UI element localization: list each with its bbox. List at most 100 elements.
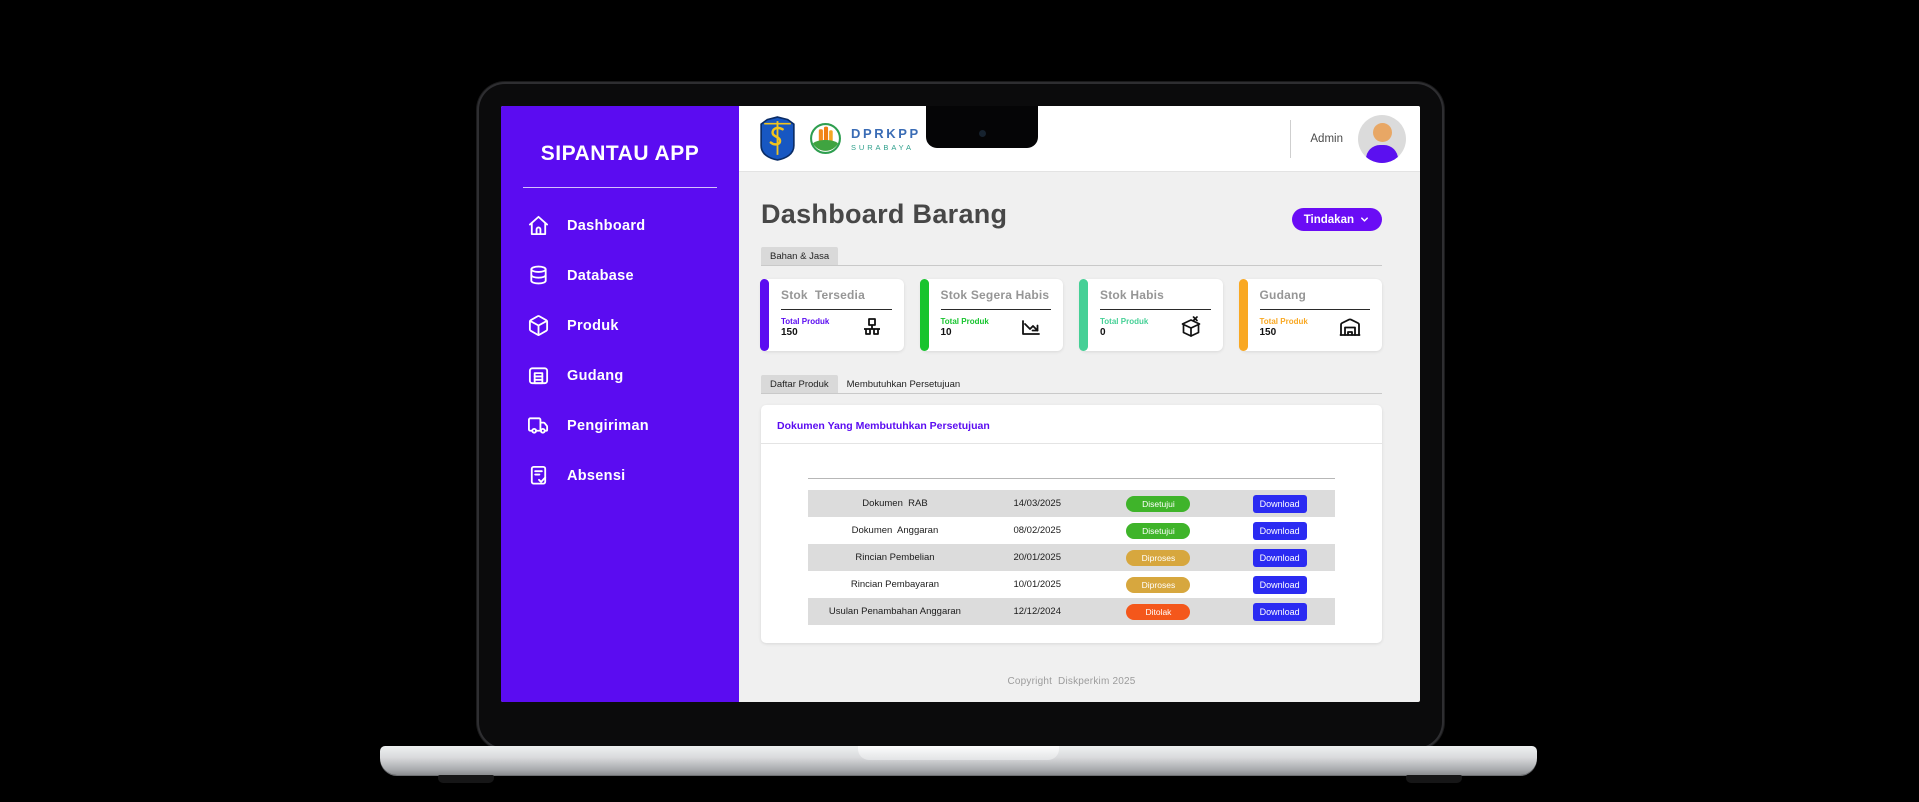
stat-card-title: Stok Segera Habis xyxy=(940,288,1050,302)
sidebar-item-label: Gudang xyxy=(567,367,624,384)
home-icon xyxy=(528,215,549,236)
sidebar-item-label: Produk xyxy=(567,317,619,334)
garage-icon xyxy=(528,367,549,385)
stat-cards: Stok Tersedia Total Produk 150 Stok Sege… xyxy=(760,279,1382,351)
sidebar-nav: Dashboard Database Produk Gudang Pengiri xyxy=(501,214,739,487)
sidebar-item-label: Pengiriman xyxy=(567,417,649,434)
card-accent-bar xyxy=(760,279,769,351)
package-x-icon xyxy=(1181,316,1200,337)
dprkpp-emblem-icon xyxy=(810,123,841,154)
avatar-body xyxy=(1366,144,1398,163)
surabaya-crest-icon xyxy=(760,116,795,161)
card-rule xyxy=(781,309,892,310)
card-accent-bar xyxy=(1238,279,1248,351)
metric-label: Total Produk xyxy=(1100,316,1149,326)
panel-title: Dokumen Yang Membutuhkan Persetujuan xyxy=(777,420,990,432)
table-header-line xyxy=(808,478,1335,479)
sidebar-item-absensi[interactable]: Absensi xyxy=(527,464,739,487)
sidebar-item-label: Database xyxy=(567,267,634,284)
status-badge: Ditolak xyxy=(1126,603,1191,620)
download-button[interactable]: Download xyxy=(1252,521,1307,540)
card-rule xyxy=(1259,309,1370,310)
dprkpp-wordmark: DPRKPP SURABAYA xyxy=(851,126,921,152)
tindakan-label: Tindakan xyxy=(1303,213,1354,226)
status-badge: Disetujui xyxy=(1126,495,1191,512)
download-button[interactable]: Download xyxy=(1252,548,1307,567)
table-row: Dokumen Anggaran 08/02/2025 Disetujui Do… xyxy=(808,517,1335,544)
avatar[interactable] xyxy=(1358,114,1406,163)
metric-value: 150 xyxy=(1259,326,1277,338)
document-name: Dokumen Anggaran xyxy=(851,525,939,536)
tab-bahan-jasa[interactable]: Bahan & Jasa xyxy=(761,247,839,265)
documents-table: Dokumen RAB 14/03/2025 Disetujui Downloa… xyxy=(808,478,1335,625)
stat-card-stok-segera-habis: Stok Segera Habis Total Produk 10 xyxy=(919,279,1063,351)
top-bar: DPRKPP SURABAYA Admin xyxy=(739,106,1420,172)
sidebar-item-produk[interactable]: Produk xyxy=(527,314,739,337)
laptop-foot xyxy=(438,775,494,783)
page-title: Dashboard Barang xyxy=(761,199,1008,229)
document-date: 08/02/2025 xyxy=(1013,525,1061,536)
logo-primary-text: DPRKPP xyxy=(851,125,921,141)
copyright-text: Copyright Diskperkim 2025 xyxy=(1007,676,1136,687)
laptop-screen: SIPANTAU APP Dashboard Database Produk xyxy=(501,106,1420,702)
metric-value: 10 xyxy=(940,326,952,338)
list-tabrow: Daftar Produk Membutuhkan Persetujuan xyxy=(761,375,1382,394)
database-icon xyxy=(530,265,547,285)
app-title: SIPANTAU APP xyxy=(540,142,700,165)
main-content: Dashboard Barang Tindakan Bahan & Jasa S… xyxy=(739,172,1420,702)
document-date: 10/01/2025 xyxy=(1013,579,1061,590)
file-check-icon xyxy=(530,465,547,485)
document-date: 14/03/2025 xyxy=(1013,498,1061,509)
stat-card-stok-tersedia: Stok Tersedia Total Produk 150 xyxy=(760,279,904,351)
header-divider xyxy=(1290,119,1292,158)
document-name: Rincian Pembayaran xyxy=(850,579,940,590)
package-icon xyxy=(528,315,549,336)
status-badge: Diproses xyxy=(1126,576,1191,593)
sidebar: SIPANTAU APP Dashboard Database Produk xyxy=(501,106,739,702)
chevron-down-icon xyxy=(1361,217,1368,222)
laptop-foot xyxy=(1406,775,1462,783)
stat-card-title: Stok Tersedia xyxy=(781,288,865,302)
tab-daftar-produk[interactable]: Daftar Produk xyxy=(761,375,838,393)
status-badge: Diproses xyxy=(1126,549,1191,566)
document-name: Rincian Pembelian xyxy=(855,552,935,563)
documents-panel: Dokumen Yang Membutuhkan Persetujuan Dok… xyxy=(761,405,1382,643)
panel-divider xyxy=(761,443,1382,444)
document-date: 12/12/2024 xyxy=(1013,606,1061,617)
stat-card-title: Gudang xyxy=(1259,288,1307,302)
stat-card-stok-habis: Stok Habis Total Produk 0 xyxy=(1079,279,1223,351)
status-badge: Disetujui xyxy=(1126,522,1191,539)
category-tabrow: Bahan & Jasa xyxy=(761,247,1382,266)
card-accent-bar xyxy=(1079,279,1088,351)
download-button[interactable]: Download xyxy=(1252,602,1307,621)
sidebar-item-label: Dashboard xyxy=(567,217,646,234)
admin-label: Admin xyxy=(1310,132,1343,145)
document-name: Dokumen RAB xyxy=(862,498,928,509)
download-button[interactable]: Download xyxy=(1252,575,1307,594)
avatar-head xyxy=(1372,122,1392,142)
stat-card-gudang: Gudang Total Produk 150 xyxy=(1238,279,1382,351)
document-date: 20/01/2025 xyxy=(1013,552,1061,563)
sidebar-item-gudang[interactable]: Gudang xyxy=(527,364,739,387)
sidebar-item-label: Absensi xyxy=(567,467,626,484)
download-button[interactable]: Download xyxy=(1252,494,1307,513)
tab-membutuhkan-persetujuan[interactable]: Membutuhkan Persetujuan xyxy=(846,379,961,390)
card-accent-bar xyxy=(919,279,929,351)
card-rule xyxy=(1100,309,1211,310)
metric-value: 150 xyxy=(781,326,798,338)
sidebar-item-database[interactable]: Database xyxy=(527,264,739,287)
table-row: Dokumen RAB 14/03/2025 Disetujui Downloa… xyxy=(808,490,1335,517)
laptop-frame: SIPANTAU APP Dashboard Database Produk xyxy=(479,84,1442,748)
topbar-right: Admin xyxy=(1290,114,1406,163)
metric-label: Total Produk xyxy=(781,316,830,326)
sidebar-item-pengiriman[interactable]: Pengiriman xyxy=(527,414,739,437)
tindakan-button[interactable]: Tindakan xyxy=(1291,208,1382,231)
sidebar-item-dashboard[interactable]: Dashboard xyxy=(527,214,739,237)
laptop-lid-notch xyxy=(858,746,1059,760)
laptop-base xyxy=(380,746,1537,783)
metric-label: Total Produk xyxy=(940,316,989,326)
sidebar-divider xyxy=(523,187,717,188)
stat-card-title: Stok Habis xyxy=(1100,288,1165,302)
truck-icon xyxy=(528,417,549,434)
table-row: Usulan Penambahan Anggaran 12/12/2024 Di… xyxy=(808,598,1335,625)
